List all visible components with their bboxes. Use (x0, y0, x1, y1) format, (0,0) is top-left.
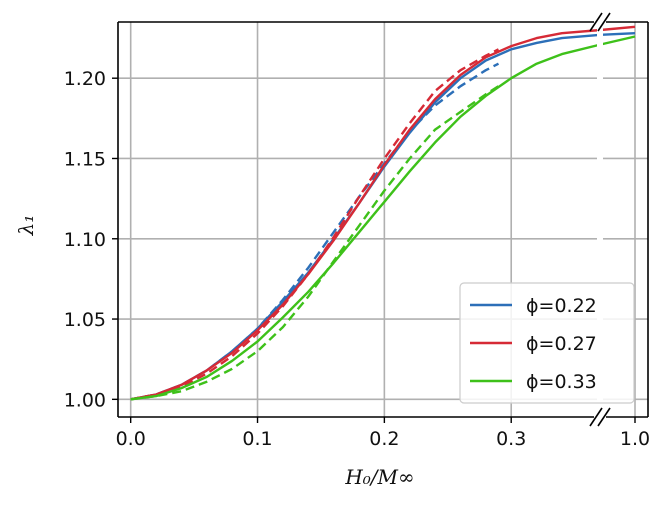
legend-label: ϕ=0.33 (526, 371, 597, 393)
series-line-5 (130, 35, 636, 401)
break-mark-top (597, 12, 611, 32)
x-tick-label: 0.1 (242, 428, 272, 450)
break-mark-bottom (589, 407, 603, 427)
axis-break-gap (597, 23, 603, 416)
break-mark-top (589, 12, 603, 32)
legend-label: ϕ=0.22 (526, 295, 597, 317)
series-layer (130, 23, 636, 416)
y-axis-label: λ₁ (14, 215, 38, 237)
y-tick-label: 1.15 (64, 148, 106, 170)
x-tick-label: 1.0 (620, 428, 650, 450)
y-tick-label: 1.00 (64, 389, 106, 411)
legend-box (459, 282, 635, 404)
grid (118, 22, 648, 417)
series-line-3 (130, 25, 636, 401)
x-axis-label: H₀/M∞ (344, 465, 414, 489)
legend: ϕ=0.22 ϕ=0.27 ϕ=0.33 (459, 282, 635, 404)
x-tick-label: 0.0 (116, 428, 146, 450)
y-tick-label: 1.20 (64, 68, 106, 90)
y-tick-label: 1.05 (64, 309, 106, 331)
y-tick-label: 1.10 (64, 229, 106, 251)
x-tick-label: 0.2 (369, 428, 399, 450)
series-line-6 (130, 85, 500, 401)
ticks: 0.0 0.1 0.2 0.3 1.0 1.00 1.05 1.10 1.15 1.20 (64, 68, 650, 450)
x-tick-label: 0.3 (496, 428, 526, 450)
break-mark-bottom (597, 407, 611, 427)
legend-label: ϕ=0.27 (526, 333, 597, 355)
axes (117, 12, 649, 427)
series-line-2 (130, 62, 500, 401)
series-line-4 (130, 48, 500, 401)
